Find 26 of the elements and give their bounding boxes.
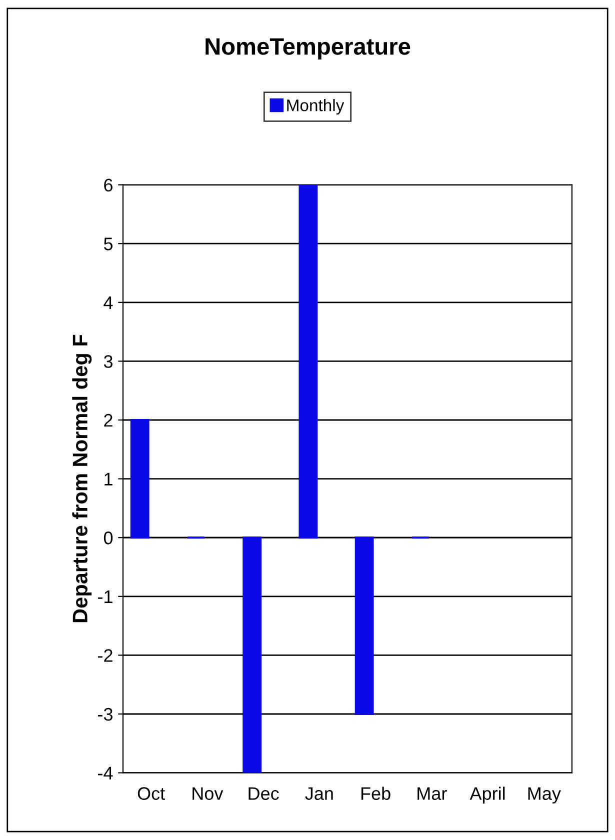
x-tick-label: April — [470, 786, 505, 804]
bar — [242, 536, 262, 773]
y-tick-label: 2 — [104, 414, 112, 427]
y-tick-label: 4 — [104, 296, 113, 309]
bar — [354, 536, 374, 716]
y-axis-title: Departure from Normal deg F — [72, 334, 92, 622]
y-tick-label: -3 — [98, 708, 112, 721]
x-tick-label: May — [528, 787, 561, 804]
x-tick-label: Nov — [192, 787, 224, 800]
y-tick-label: 1 — [104, 472, 112, 486]
x-tick-label: Jan — [305, 787, 333, 800]
x-tick-label: Feb — [361, 786, 390, 800]
y-tick-label: 6 — [104, 178, 112, 192]
legend-label: Monthly — [287, 99, 344, 115]
bar — [130, 418, 150, 539]
y-tick-label: -4 — [98, 766, 113, 780]
x-tick-label: Mar — [418, 787, 447, 800]
y-tick-label: 3 — [104, 355, 112, 368]
x-tick-label: Dec — [248, 787, 279, 800]
y-tick-label: 5 — [104, 238, 113, 250]
chart-title: NomeTemperature — [206, 38, 410, 60]
y-tick-label: -2 — [98, 649, 112, 662]
x-tick-label: Oct — [138, 787, 165, 800]
y-tick-label: 0 — [104, 532, 113, 544]
y-tick-label: -1 — [98, 590, 112, 603]
bar — [298, 184, 318, 539]
